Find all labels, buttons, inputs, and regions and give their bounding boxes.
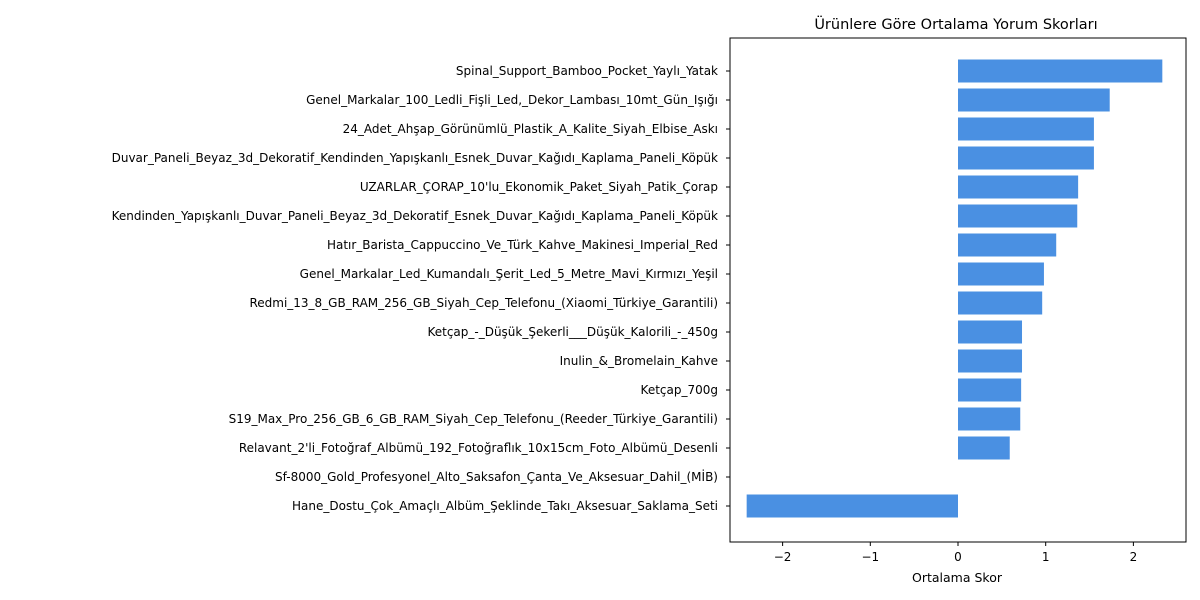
x-tick-label: 2 <box>1130 550 1138 564</box>
chart-title: Ürünlere Göre Ortalama Yorum Skorları <box>814 15 1097 33</box>
category-label: Sf-8000_Gold_Profesyonel_Alto_Saksafon_Ç… <box>275 469 718 484</box>
bar <box>958 349 1023 373</box>
category-label: Ketçap_-_Düşük_Şekerli___Düşük_Kalorili_… <box>427 325 718 339</box>
bar <box>958 436 1010 460</box>
bar <box>958 262 1044 286</box>
plot-frame <box>729 37 1187 543</box>
category-label: Genel_Markalar_100_Ledli_Fişli_Led,_Deko… <box>306 93 718 107</box>
category-label: Inulin_&_Bromelain_Kahve <box>560 354 718 368</box>
category-label: UZARLAR_ÇORAP_10'lu_Ekonomik_Paket_Siyah… <box>360 180 718 194</box>
category-label: Spinal_Support_Bamboo_Pocket_Yaylı_Yatak <box>456 64 718 78</box>
category-label: Duvar_Paneli_Beyaz_3d_Dekoratif_Kendinde… <box>112 151 718 165</box>
bar <box>958 204 1078 228</box>
bar <box>958 233 1057 257</box>
category-label: Redmi_13_8_GB_RAM_256_GB_Siyah_Cep_Telef… <box>249 296 718 310</box>
category-labels: Spinal_Support_Bamboo_Pocket_Yaylı_Yatak… <box>112 64 730 513</box>
category-label: Kendinden_Yapışkanlı_Duvar_Paneli_Beyaz_… <box>112 209 718 223</box>
bar <box>958 88 1110 112</box>
bar <box>958 291 1043 315</box>
category-label: Hane_Dostu_Çok_Amaçlı_Albüm_Şeklinde_Tak… <box>292 499 718 513</box>
x-axis: −2 −1 0 1 2 <box>774 542 1137 564</box>
x-tick-label: −2 <box>774 550 792 564</box>
bar <box>958 146 1094 170</box>
bar <box>958 175 1079 199</box>
bar <box>958 59 1163 83</box>
bar <box>958 378 1022 402</box>
bar <box>746 494 958 518</box>
bars-layer <box>746 59 1163 518</box>
category-label: S19_Max_Pro_256_GB_6_GB_RAM_Siyah_Cep_Te… <box>229 412 718 426</box>
bar <box>958 117 1094 141</box>
category-label: Genel_Markalar_Led_Kumandalı_Şerit_Led_5… <box>300 267 718 281</box>
category-label: Hatır_Barista_Cappuccino_Ve_Türk_Kahve_M… <box>327 238 718 252</box>
category-label: Ketçap_700g <box>641 383 718 397</box>
bar <box>958 320 1023 344</box>
x-tick-label: −1 <box>861 550 879 564</box>
bar <box>958 407 1021 431</box>
x-axis-label: Ortalama Skor <box>912 570 1003 585</box>
category-label: 24_Adet_Ahşap_Görünümlü_Plastik_A_Kalite… <box>343 122 718 136</box>
x-tick-label: 0 <box>954 550 962 564</box>
x-tick-label: 1 <box>1042 550 1050 564</box>
category-label: Relavant_2'li_Fotoğraf_Albümü_192_Fotoğr… <box>239 441 718 455</box>
